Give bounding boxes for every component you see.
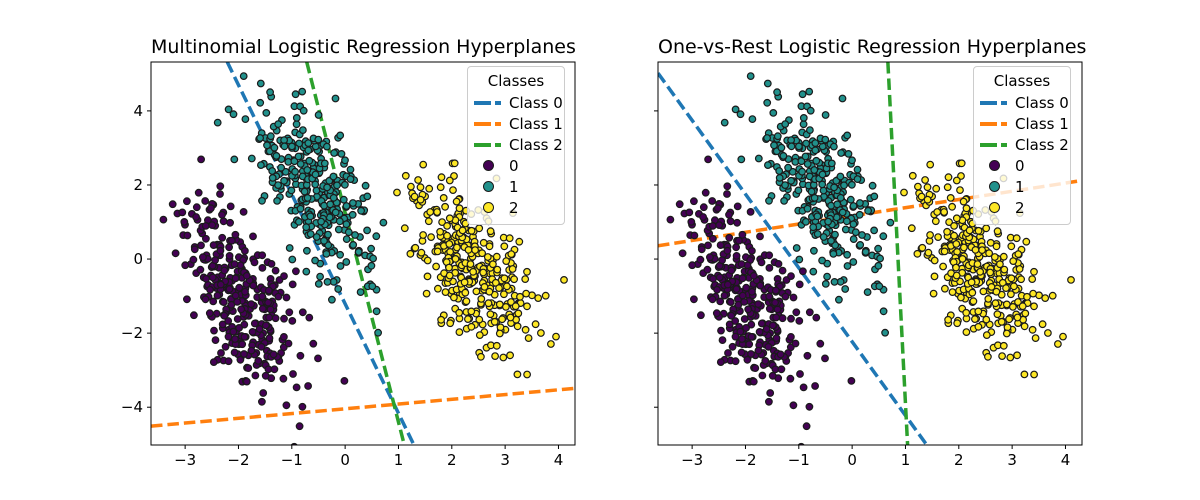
class0-dashed-line-sample [980,100,1008,105]
class1-dashed-line-sample [980,121,1008,126]
class2-dashed-line-sample [980,142,1008,147]
class1-marker-sample [980,181,1008,192]
hyperplane-class-1 [151,386,575,428]
x-tick-label: 0 [847,451,857,469]
legend-title: Classes [993,72,1051,90]
legend-entry-class0-line: Class 0 [980,92,1069,113]
x-tick-label: −2 [227,451,249,469]
scatter-points [666,72,1075,445]
legend-entry-class2-line: Class 2 [980,134,1069,155]
x-tick-label: −3 [174,451,196,469]
x-tick-label: 2 [447,451,457,469]
hyperplane-class-0 [225,62,416,445]
y-tick-label: −2 [121,324,143,342]
class0-marker-sample [980,160,1008,171]
class0-dashed-line-sample [474,100,502,105]
right-legend: Classes Class 0 Class 1 Class 2 0 1 2 [973,66,1071,225]
hyperplane-class-0 [658,72,929,445]
class1-dashed-line-sample [474,121,502,126]
class2-marker-sample [980,202,1008,213]
x-tick-label: 1 [901,451,911,469]
legend-entry-marker2: 2 [980,197,1064,218]
x-tick-label: −3 [681,451,703,469]
legend-entry-class1-line: Class 1 [474,113,563,134]
x-tick-label: 1 [394,451,404,469]
scatter-points [159,72,568,445]
x-tick-label: −2 [734,451,756,469]
left-legend: Classes Class 0 Class 1 Class 2 0 1 2 [467,66,565,225]
class1-marker-sample [474,181,502,192]
x-tick-label: 0 [340,451,350,469]
x-tick-label: 4 [1061,451,1071,469]
hyperplane-class-2 [886,62,910,445]
class0-marker-sample [474,160,502,171]
legend-entry-class0-line: Class 0 [474,92,563,113]
x-tick-label: 2 [954,451,964,469]
legend-entry-class1-line: Class 1 [980,113,1069,134]
class2-dashed-line-sample [474,142,502,147]
y-tick-label: 0 [133,250,143,268]
hyperplane-lines [151,62,575,445]
axes-spines [150,61,576,446]
y-tick-label: 4 [133,102,143,120]
x-tick-label: 3 [1007,451,1017,469]
y-tick-label: −4 [121,398,143,416]
legend-title: Classes [487,72,545,90]
left-plot-title: Multinomial Logistic Regression Hyperpla… [151,36,576,58]
class2-marker-sample [474,202,502,213]
legend-entry-marker0: 0 [980,155,1064,176]
legend-entry-marker1: 1 [980,176,1064,197]
x-tick-label: −1 [281,451,303,469]
x-tick-label: 3 [500,451,510,469]
legend-entry-marker2: 2 [474,197,558,218]
subplot-1: −3 −2 −1 0 1 2 3 4 [654,61,1083,469]
legend-entry-marker0: 0 [474,155,558,176]
x-tick-label: 4 [554,451,564,469]
y-tick-label: 2 [133,176,143,194]
legend-entry-marker1: 1 [474,176,558,197]
legend-entry-class2-line: Class 2 [474,134,563,155]
x-tick-label: −1 [788,451,810,469]
axes-spines [657,61,1083,446]
right-plot-title: One-vs-Rest Logistic Regression Hyperpla… [658,36,1087,58]
